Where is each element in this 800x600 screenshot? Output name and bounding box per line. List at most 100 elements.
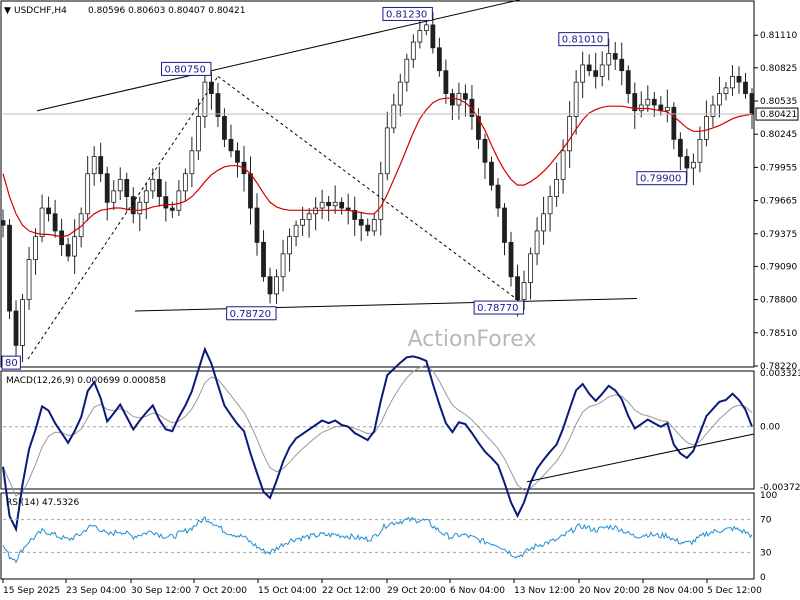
candle-body <box>515 276 520 301</box>
candle-body <box>547 196 553 215</box>
candle-body <box>397 81 403 106</box>
candle-body <box>378 173 384 220</box>
trendline-upper <box>36 0 521 112</box>
candle-body <box>430 24 436 49</box>
candle-body <box>169 207 175 211</box>
price-axis-label: 0.80535 <box>760 97 797 107</box>
candle-body <box>182 173 188 192</box>
candle-body <box>130 196 136 215</box>
candle-body <box>528 253 533 283</box>
candle-body <box>749 93 755 115</box>
candle-body <box>391 104 397 129</box>
candle-body <box>306 213 312 220</box>
candle-body <box>697 138 703 163</box>
candle-body <box>365 224 371 232</box>
chart-ohlc: 0.80596 0.80603 0.80407 0.80421 <box>88 6 245 16</box>
candle-body <box>423 24 429 32</box>
candle-body <box>39 207 45 238</box>
candle-body <box>228 138 234 152</box>
candle-body <box>599 64 605 77</box>
candle-body <box>85 173 91 215</box>
candle-body <box>371 219 377 232</box>
price-annotation-label: 0.78720 <box>230 309 271 320</box>
time-axis-label: 7 Oct 20:00 <box>194 586 247 596</box>
price-axis-label: 0.79665 <box>760 197 797 207</box>
candle-body <box>690 161 696 169</box>
annotation-layer: 0.80750 0.81230 0.81010 0.79900 0.78720 0.787… <box>1 6 687 370</box>
candle-body <box>710 104 716 117</box>
candle-body <box>593 70 599 77</box>
candle-body <box>163 196 169 209</box>
candle-body <box>404 58 410 83</box>
candle-body <box>143 190 149 203</box>
price-annotation-box <box>636 171 687 186</box>
rsi-axis-label: 0 <box>760 573 766 583</box>
candle-body <box>664 106 670 112</box>
candle-body <box>717 93 722 106</box>
candle-body <box>189 150 195 175</box>
price-axis-label: 0.80245 <box>760 130 797 140</box>
axis-layer: 0.81110 0.80825 0.80535 0.80245 0.79955 0.796… <box>2 31 800 596</box>
candle-body <box>410 41 416 60</box>
candle-body <box>0 220 6 226</box>
macd-trendline <box>526 433 755 483</box>
candle-body <box>111 190 117 203</box>
candle-body <box>339 201 345 209</box>
candle-body <box>300 219 306 226</box>
candle-body <box>33 236 38 260</box>
candle-body <box>215 93 221 117</box>
macd-signal-line <box>2 364 753 497</box>
price-axis-label: 0.78510 <box>760 329 797 339</box>
rsi-series-layer <box>2 516 753 564</box>
candle-body <box>287 236 292 255</box>
candle-body <box>730 76 735 89</box>
candle-body <box>26 259 32 301</box>
candle-body <box>261 241 266 278</box>
rsi-axis-label: 30 <box>760 548 772 558</box>
candle-body <box>78 213 84 238</box>
candle-body <box>280 253 286 278</box>
candle-body <box>651 98 657 106</box>
candle-body <box>632 93 638 112</box>
candle-body <box>65 244 71 257</box>
price-axis-label: 0.79375 <box>760 230 797 240</box>
candle-body <box>580 64 586 83</box>
price-annotation-box <box>1 355 21 370</box>
trendline-lower <box>134 297 638 312</box>
candle-body <box>482 138 488 163</box>
candle-body <box>502 207 507 243</box>
price-annotation-box <box>382 6 433 21</box>
candle-body <box>20 299 25 346</box>
macd-axis-label: 0.00 <box>760 423 780 433</box>
candle-body <box>638 104 644 112</box>
candle-body <box>202 81 208 117</box>
candle-body <box>274 276 279 295</box>
candle-body <box>436 47 442 72</box>
candle-body <box>671 106 677 140</box>
candle-body <box>677 138 683 157</box>
price-axis-label: 0.79955 <box>760 163 797 173</box>
chart-symbol: USDCHF,H4 <box>14 6 67 16</box>
candle-body <box>743 81 748 94</box>
candle-body <box>248 173 253 209</box>
price-annotation-box <box>226 306 277 321</box>
price-annotation-label: 0.79900 <box>640 174 681 185</box>
candle-body <box>13 310 19 346</box>
price-annotation-label: 0.78770 <box>477 303 518 314</box>
rsi-label: RSI(14) 47.5326 <box>6 498 79 508</box>
candle-body <box>495 184 501 209</box>
candle-body <box>91 156 97 175</box>
candle-body <box>209 81 214 94</box>
rsi-axis-label: 100 <box>760 491 777 501</box>
macd-axis-label: 0.003321 <box>760 369 800 379</box>
candle-body <box>267 276 273 295</box>
candle-body <box>254 207 260 243</box>
candle-body <box>489 161 494 186</box>
candle-body <box>684 156 690 169</box>
symbol-dropdown-icon[interactable]: ▼ <box>4 6 11 16</box>
candle-body <box>124 179 130 197</box>
current-price-box <box>755 107 799 121</box>
candle-body <box>560 150 566 180</box>
candle-body <box>508 241 514 278</box>
